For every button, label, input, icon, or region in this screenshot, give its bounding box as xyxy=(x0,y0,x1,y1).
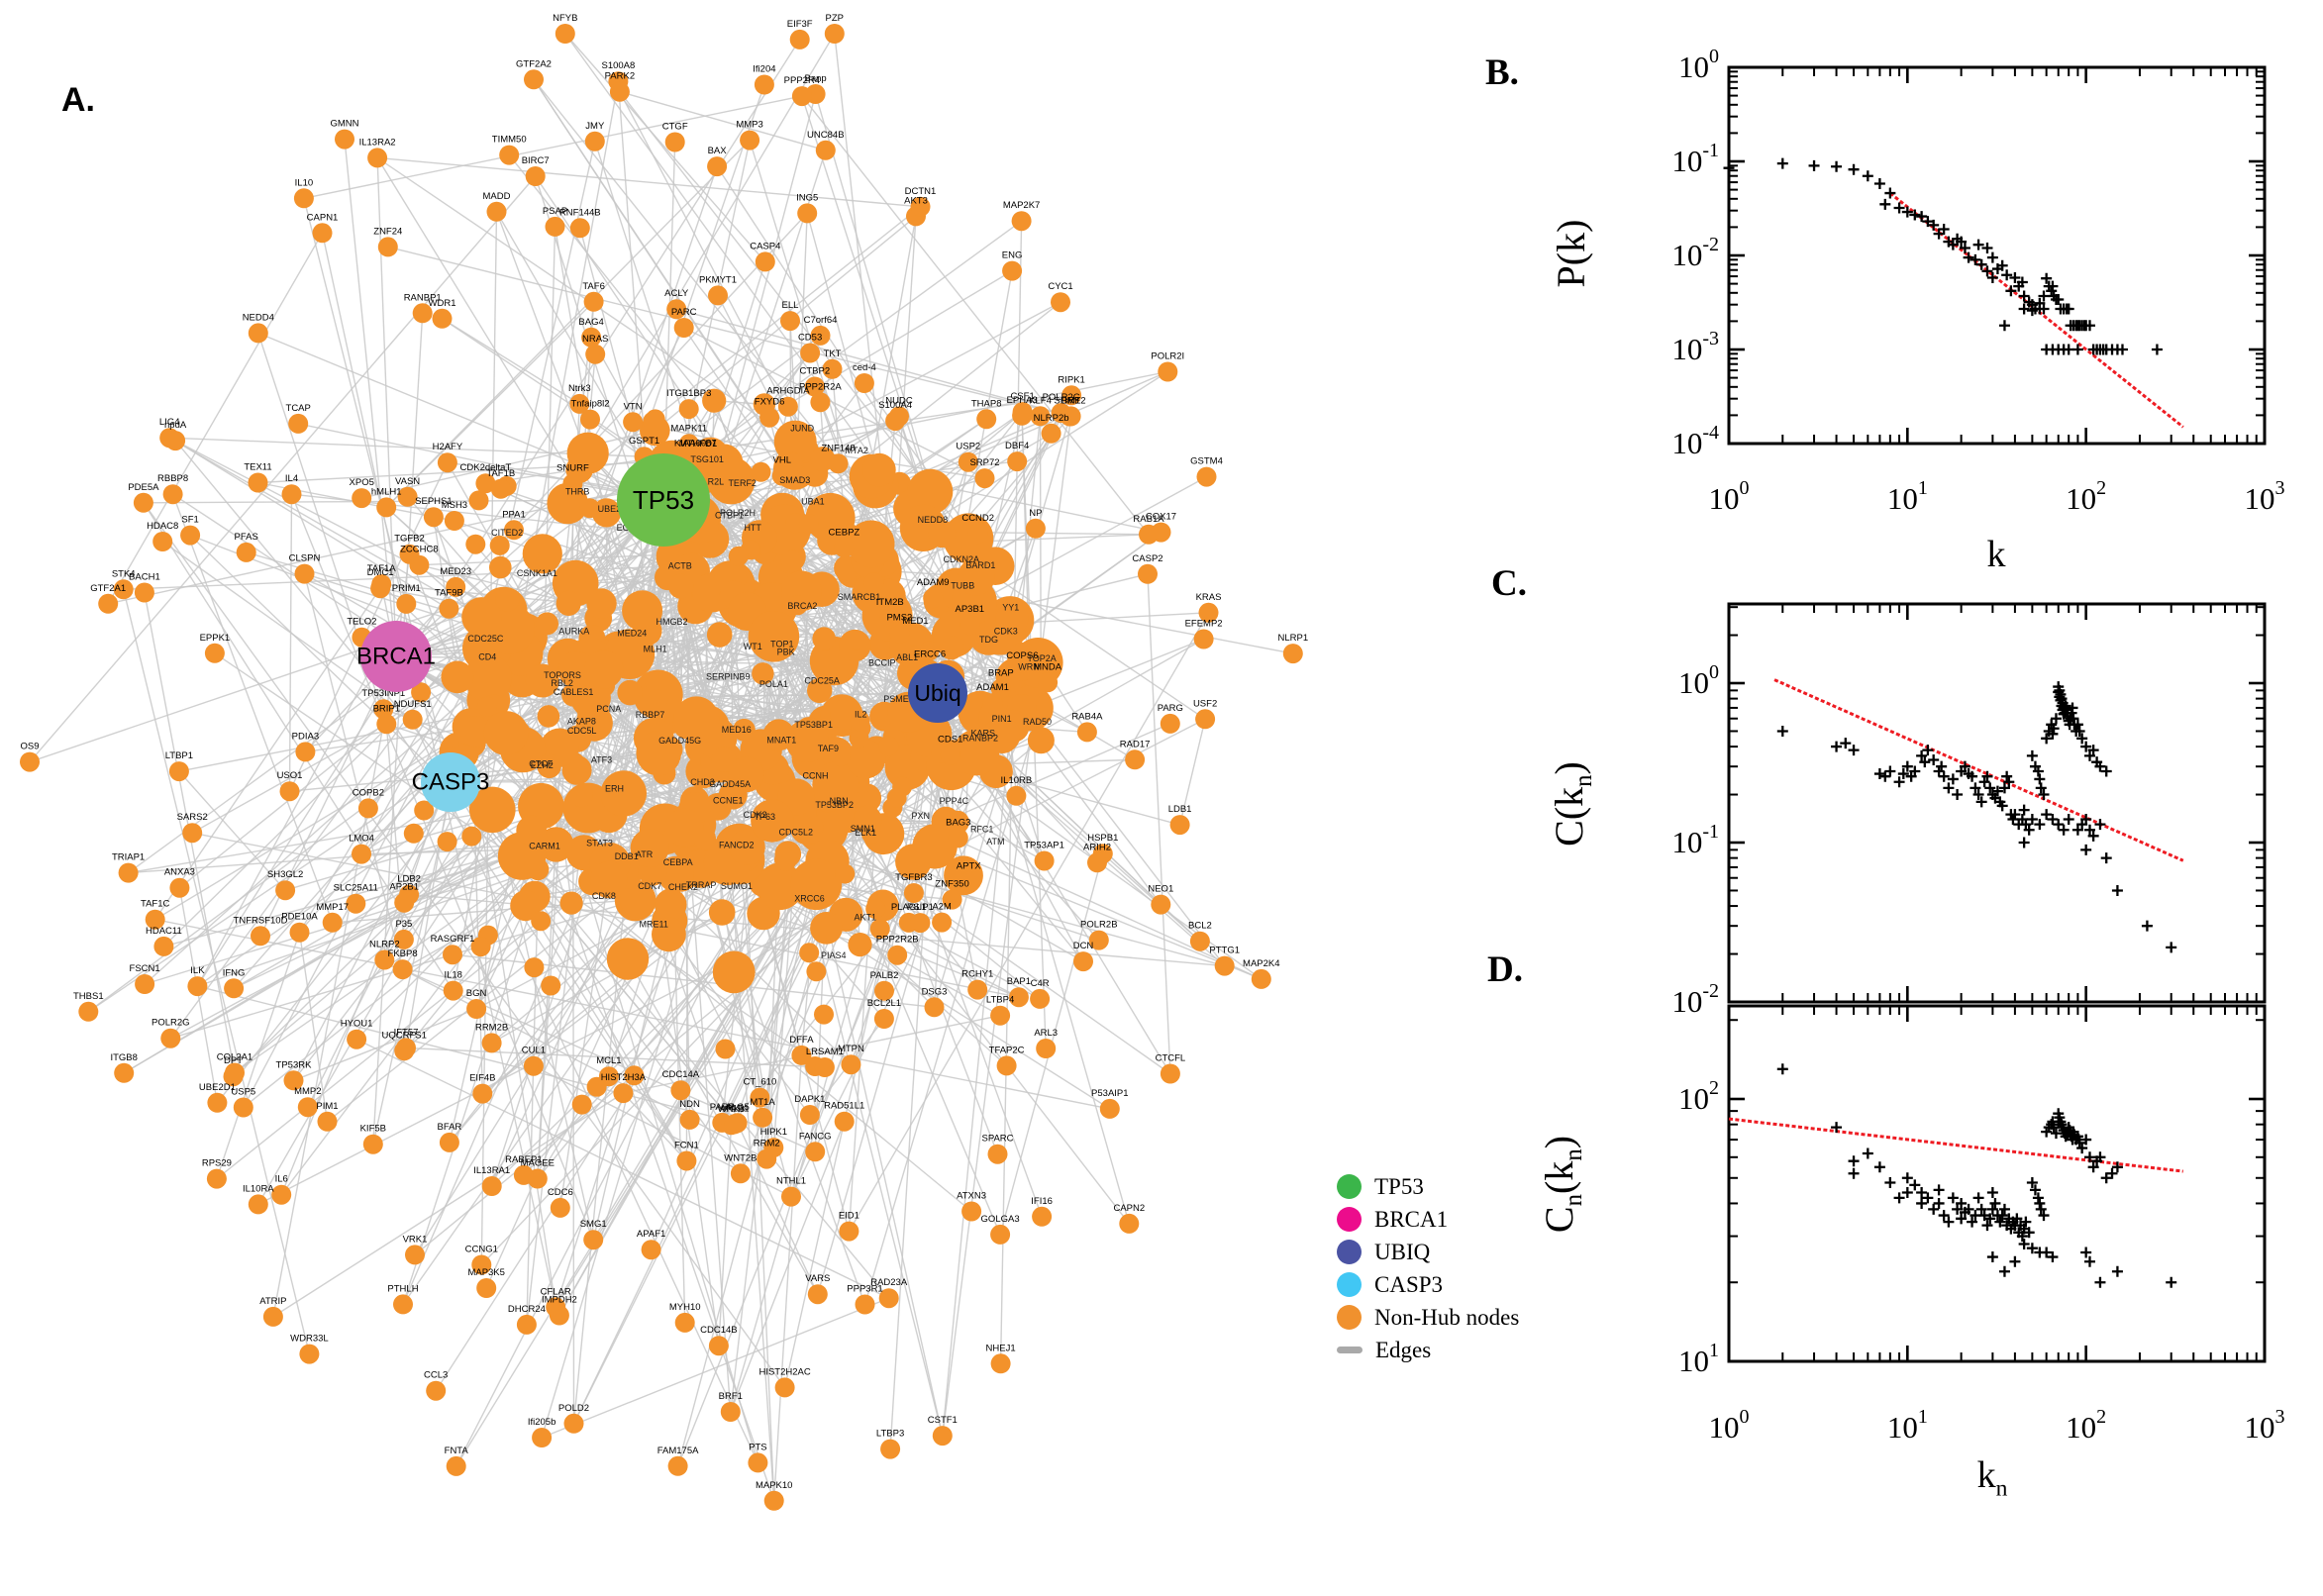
legend-item-tp53: TP53 xyxy=(1337,1170,1519,1203)
legend-item-edges: Edges xyxy=(1337,1334,1519,1366)
hub-casp3: CASP3 xyxy=(412,752,489,812)
core-node-labels-layer: CDK2PCNAUBA1CCNE1NEDD8KARSDDB1XRCC6PIAS4… xyxy=(467,424,1056,960)
legend-label: Edges xyxy=(1375,1337,1432,1362)
scatter-markers-b xyxy=(1723,157,2163,355)
svg-text:10-1: 10-1 xyxy=(1671,140,1719,178)
legend-label: Non-Hub nodes xyxy=(1374,1304,1520,1330)
fit-line-d xyxy=(1728,1117,2183,1173)
legend-item-non-hub-nodes: Non-Hub nodes xyxy=(1337,1301,1519,1334)
legend-label: CASP3 xyxy=(1374,1271,1444,1297)
svg-text:10-3: 10-3 xyxy=(1671,328,1719,366)
node-swatch-icon xyxy=(1337,1305,1362,1330)
svg-text:100: 100 xyxy=(1678,661,1719,700)
svg-text:kn: kn xyxy=(1977,1454,2008,1501)
panel-label-d: D. xyxy=(1487,949,1523,990)
legend-label: UBIQ xyxy=(1374,1239,1431,1264)
svg-text:101: 101 xyxy=(1887,1406,1928,1445)
node-swatch-icon xyxy=(1337,1272,1362,1297)
svg-text:Cn(kn): Cn(kn) xyxy=(1537,1136,1587,1233)
legend-label: TP53 xyxy=(1374,1173,1424,1199)
hub-ubiq: Ubiq xyxy=(908,663,967,723)
svg-text:P(k): P(k) xyxy=(1549,220,1593,288)
svg-text:101: 101 xyxy=(1678,1340,1719,1378)
panel-d-plot: 102 101 100 101 102 103 Cn(kn) kn xyxy=(1537,1004,2285,1501)
svg-text:100: 100 xyxy=(1709,477,1750,516)
svg-text:C(kn): C(kn) xyxy=(1547,761,1597,847)
svg-text:10-2: 10-2 xyxy=(1671,980,1719,1019)
svg-text:103: 103 xyxy=(2245,477,2285,516)
hub-brca1: BRCA1 xyxy=(356,621,436,692)
svg-text:102: 102 xyxy=(2066,477,2106,516)
svg-text:103: 103 xyxy=(2245,1406,2285,1445)
hub-tp53: TP53 xyxy=(617,453,710,547)
scatter-markers-c xyxy=(1776,681,2177,953)
scatter-markers-d xyxy=(1776,1063,2177,1288)
fit-line-c xyxy=(1773,678,2184,862)
legend-item-ubiq: UBIQ xyxy=(1337,1236,1519,1268)
node-swatch-icon xyxy=(1337,1207,1362,1232)
svg-text:102: 102 xyxy=(2066,1406,2106,1445)
node-swatch-icon xyxy=(1337,1240,1362,1264)
panel-label-b: B. xyxy=(1485,52,1519,93)
legend-item-brca1: BRCA1 xyxy=(1337,1203,1519,1236)
svg-text:k: k xyxy=(1987,534,2006,575)
panel-label-a: A. xyxy=(61,81,95,119)
nonhub-nodes-layer xyxy=(20,24,1303,1511)
svg-text:10-2: 10-2 xyxy=(1671,234,1719,272)
svg-text:102: 102 xyxy=(1678,1077,1719,1116)
panel-label-c: C. xyxy=(1491,563,1527,604)
network-panel: CDK2PCNAUBA1CCNE1NEDD8KARSDDB1XRCC6PIAS4… xyxy=(20,13,1308,1511)
panel-b-plot: 100 10-1 10-2 10-3 10-4 100 101 102 103 P(k) k xyxy=(1549,46,2285,575)
panel-c-plot: 100 10-1 10-2 C(kn) xyxy=(1547,602,2267,1019)
svg-text:100: 100 xyxy=(1709,1406,1750,1445)
svg-text:10-4: 10-4 xyxy=(1671,422,1719,460)
svg-text:10-1: 10-1 xyxy=(1671,821,1719,859)
svg-text:101: 101 xyxy=(1887,477,1928,516)
edge-swatch-icon xyxy=(1337,1347,1363,1353)
svg-text:100: 100 xyxy=(1678,46,1719,84)
node-swatch-icon xyxy=(1337,1174,1362,1199)
legend: TP53 BRCA1 UBIQ CASP3 Non-Hub nodes Edges xyxy=(1337,1170,1519,1366)
node-labels-layer: ARL3BanpTAF9BnpdAALG5TP53AP1RNF144BITGB1… xyxy=(20,13,1308,1491)
legend-label: BRCA1 xyxy=(1374,1206,1449,1232)
legend-item-casp3: CASP3 xyxy=(1337,1268,1519,1301)
